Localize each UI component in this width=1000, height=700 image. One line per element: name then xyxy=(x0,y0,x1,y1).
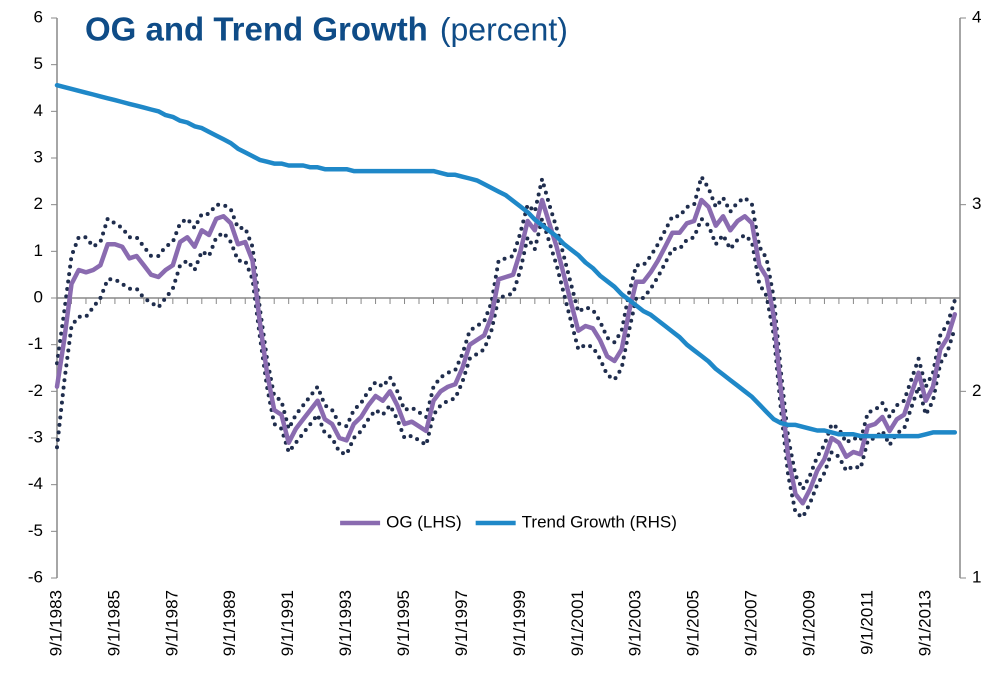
x-tick-label: 9/1/2005 xyxy=(684,590,703,656)
x-tick-label: 9/1/1997 xyxy=(452,590,471,656)
x-tick-label: 9/1/1999 xyxy=(510,590,529,656)
y-tick-label: -1 xyxy=(28,334,43,353)
y-tick-label: -5 xyxy=(28,521,43,540)
chart-subtitle: (percent) xyxy=(440,11,568,47)
y2-tick-label: 3 xyxy=(972,194,981,213)
y-tick-label: -3 xyxy=(28,427,43,446)
band-line xyxy=(55,216,957,520)
series-line xyxy=(54,82,958,439)
x-tick-label: 9/1/2003 xyxy=(626,590,645,656)
x-tick-label: 9/1/1995 xyxy=(394,590,413,656)
legend-label: OG (LHS) xyxy=(386,512,462,531)
x-tick-label: 9/1/2001 xyxy=(568,590,587,656)
x-tick-label: 9/1/1985 xyxy=(104,590,123,656)
x-tick-label: 9/1/1987 xyxy=(162,590,181,656)
y-tick-label: 4 xyxy=(34,101,43,120)
x-tick-label: 9/1/2009 xyxy=(799,590,818,656)
y-tick-label: 5 xyxy=(34,54,43,73)
x-tick-label: 9/1/2013 xyxy=(915,590,934,656)
y-tick-label: -4 xyxy=(28,474,43,493)
legend-label: Trend Growth (RHS) xyxy=(522,512,677,531)
x-tick-label: 9/1/1991 xyxy=(278,590,297,656)
series-line xyxy=(54,197,958,506)
x-tick-label: 9/1/1989 xyxy=(220,590,239,656)
band-line xyxy=(55,174,957,492)
x-tick-label: 9/1/1993 xyxy=(336,590,355,656)
y2-tick-label: 4 xyxy=(972,7,981,26)
x-tick-label: 9/1/2011 xyxy=(857,590,876,655)
y-tick-label: 0 xyxy=(34,287,43,306)
y-tick-label: 1 xyxy=(34,241,43,260)
y-tick-label: -2 xyxy=(28,381,43,400)
y-tick-label: 3 xyxy=(34,147,43,166)
y-tick-label: 2 xyxy=(34,194,43,213)
x-tick-label: 9/1/1983 xyxy=(46,590,65,656)
y-tick-label: -6 xyxy=(28,567,43,586)
y2-tick-label: 2 xyxy=(972,381,981,400)
x-tick-label: 9/1/2007 xyxy=(742,590,761,656)
y2-tick-label: 1 xyxy=(972,567,981,586)
y-tick-label: 6 xyxy=(34,7,43,26)
chart-title: OG and Trend Growth xyxy=(85,11,428,48)
